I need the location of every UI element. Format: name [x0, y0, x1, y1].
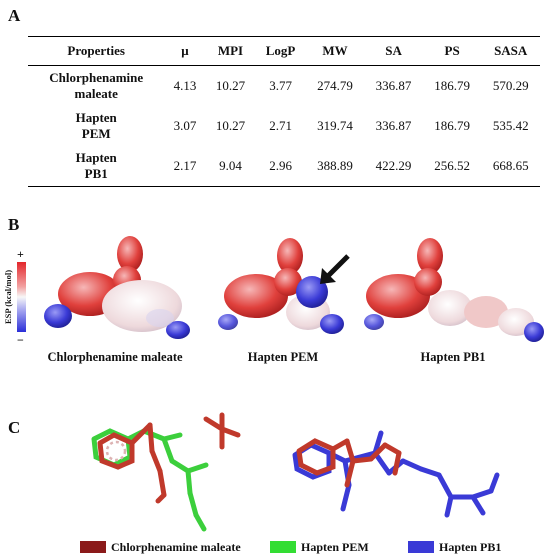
- esp-minus-sign: −: [17, 333, 24, 347]
- legend-label: Hapten PB1: [439, 539, 502, 554]
- panel-label-a: A: [8, 6, 21, 25]
- esp-axis-label-text: ESP (kcal/mol): [3, 269, 13, 325]
- table-cell: 336.87: [375, 118, 412, 133]
- surface-lobe: [417, 238, 443, 274]
- table-row: Hapten PEM 3.07 10.27 2.71 319.74 336.87…: [28, 106, 540, 146]
- row-name-cell: Hapten PEM: [28, 106, 164, 146]
- legend-item-hapten-pem: Hapten PEM: [270, 540, 369, 554]
- col-header-mpi: MPI: [205, 36, 256, 66]
- legend-swatch-blue: [408, 541, 434, 553]
- table-cell: 256.52: [422, 146, 482, 187]
- overlay-chlorphenamine-pb1: [292, 430, 500, 518]
- legend-label: Chlorphenamine maleate: [111, 539, 241, 554]
- esp-plus-sign: +: [17, 247, 24, 261]
- col-header-mw: MW: [305, 36, 365, 66]
- table-cell: 186.79: [434, 118, 470, 133]
- red-stick-model: [296, 438, 402, 488]
- row-name-line1: Chlorphenamine: [49, 70, 144, 85]
- properties-table: Properties μ MPI LogP MW SA PS SASA Chlo…: [28, 36, 540, 187]
- legend-label: Hapten PEM: [301, 539, 369, 554]
- esp-surface-chlorphenamine: [44, 236, 190, 339]
- table-header-row: Properties μ MPI LogP MW SA PS SASA: [28, 36, 540, 66]
- row-name-cell: Chlorphenamine maleate: [28, 66, 164, 107]
- legend-item-chlorphenamine: Chlorphenamine maleate: [80, 540, 241, 554]
- table-cell: 4.13: [173, 78, 197, 93]
- molecule-label-1: Chlorphenamine maleate: [47, 350, 183, 364]
- surface-lobe: [414, 268, 442, 296]
- legend-item-hapten-pb1: Hapten PB1: [408, 540, 501, 554]
- molecule-label-2: Hapten PEM: [247, 350, 319, 364]
- row-name-line1: Hapten: [75, 110, 117, 125]
- table-cell: 3.07: [173, 118, 197, 133]
- properties-table-container: Properties μ MPI LogP MW SA PS SASA Chlo…: [28, 36, 540, 187]
- row-name-line1: Hapten: [75, 150, 117, 165]
- table-cell: 319.74: [317, 118, 353, 133]
- surface-lobe: [464, 296, 508, 328]
- table-row: Chlorphenamine maleate 4.13 10.27 3.77 2…: [28, 66, 540, 107]
- table-cell: 9.04: [205, 146, 256, 187]
- panel-label-b: B: [8, 215, 20, 234]
- molecule-label-3: Hapten PB1: [420, 350, 486, 364]
- esp-surface-hapten-pb1: [364, 238, 544, 342]
- col-header-sa: SA: [364, 36, 423, 66]
- row-name-line2: PEM: [81, 126, 111, 141]
- overlay-chlorphenamine-pem: [91, 412, 241, 532]
- surface-lobe: [44, 304, 72, 328]
- surface-lobe: [320, 314, 344, 334]
- table-cell: 570.29: [492, 78, 529, 93]
- dashed-ring: [105, 440, 127, 462]
- col-header-mu: μ: [164, 36, 206, 66]
- surface-lobe: [524, 322, 544, 342]
- row-name-cell: Hapten PB1: [28, 146, 165, 187]
- col-header-ps: PS: [422, 36, 482, 66]
- table-cell: 535.42: [492, 118, 529, 133]
- table-cell: 186.79: [434, 78, 470, 93]
- row-name-line2: maleate: [74, 86, 118, 101]
- surface-lobe: [428, 290, 472, 326]
- surface-lobe: [366, 274, 430, 318]
- col-header-logp: LogP: [255, 36, 306, 66]
- table-cell: 2.96: [255, 146, 306, 187]
- table-cell: 274.79: [317, 78, 353, 93]
- surface-lobe: [117, 236, 143, 272]
- surface-lobe: [274, 268, 302, 296]
- surface-lobe: [146, 309, 174, 327]
- esp-color-scale: [17, 262, 26, 332]
- arrow-head-icon: [320, 268, 336, 284]
- red-stick-model: [97, 412, 241, 504]
- esp-axis-label: ESP (kcal/mol): [2, 262, 14, 332]
- table-row: Hapten PB1 2.17 9.04 2.96 388.89 422.29 …: [28, 146, 540, 187]
- col-header-properties: Properties: [28, 36, 165, 66]
- arrow-icon: [324, 254, 350, 280]
- table-cell: 10.27: [215, 78, 246, 93]
- surface-lobe: [277, 238, 303, 274]
- table-cell: 2.71: [269, 118, 292, 133]
- table-cell: 10.27: [215, 118, 246, 133]
- table-cell: 668.65: [481, 146, 540, 187]
- legend-swatch-green: [270, 541, 296, 553]
- col-header-sasa: SASA: [481, 36, 540, 66]
- table-cell: 2.17: [164, 146, 206, 187]
- surface-lobe: [166, 321, 190, 339]
- table-cell: 422.29: [364, 146, 423, 187]
- surface-lobe: [218, 314, 238, 330]
- panel-label-c: C: [8, 418, 21, 437]
- table-cell: 336.87: [375, 78, 412, 93]
- table-cell: 388.89: [305, 146, 365, 187]
- surface-lobe: [224, 274, 288, 318]
- esp-surface-hapten-pem: [218, 238, 350, 334]
- row-name-line2: PB1: [84, 166, 108, 181]
- table-cell: 3.77: [269, 78, 292, 93]
- surface-lobe: [364, 314, 384, 330]
- legend-swatch-dark-red: [80, 541, 106, 553]
